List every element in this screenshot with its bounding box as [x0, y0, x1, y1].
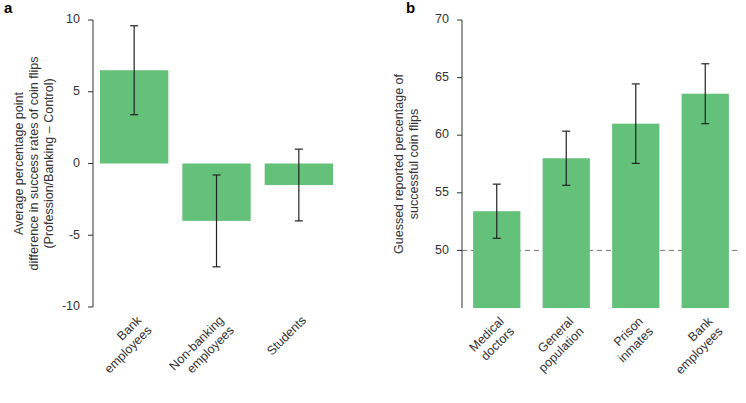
error-cap — [562, 131, 570, 132]
tick — [88, 307, 93, 308]
error-bar — [701, 64, 709, 124]
error-stem — [496, 184, 497, 238]
error-stem — [216, 175, 217, 267]
error-stem — [705, 64, 706, 124]
panel-label: b — [406, 0, 415, 16]
category-label: Generalpopulation — [526, 314, 587, 375]
category-label: Medicaldoctors — [467, 314, 518, 365]
panel: a Average percentage pointdifference in s… — [4, 0, 333, 383]
label-line: inmates — [615, 324, 656, 365]
tick-label: 70 — [435, 12, 449, 26]
tick — [88, 20, 93, 21]
error-bar — [562, 131, 570, 185]
bars — [473, 94, 729, 308]
error-bar — [213, 175, 221, 267]
error-cap — [213, 174, 221, 175]
tick-label: 5 — [73, 84, 80, 98]
bar — [682, 94, 729, 308]
error-bar — [295, 149, 303, 221]
error-bar — [130, 26, 138, 115]
figure: a Average percentage pointdifference in s… — [0, 0, 746, 403]
tick-label: 55 — [435, 185, 449, 199]
error-cap — [130, 114, 138, 115]
label-line: employees — [673, 324, 726, 377]
tick-label: 65 — [435, 70, 449, 84]
error-cap — [213, 266, 221, 267]
label-line: doctors — [478, 324, 517, 363]
axis-label: Guessed reported percentage of — [392, 73, 406, 254]
label-line: population — [536, 324, 587, 375]
tick — [457, 250, 462, 251]
axis-label: (Profession/Banking – Control) — [42, 78, 56, 248]
category-label: Bankemployees — [663, 314, 726, 377]
tick-label: -5 — [69, 228, 80, 242]
tick — [457, 192, 462, 193]
tick-label: -10 — [62, 299, 80, 313]
y-axis — [462, 20, 463, 308]
panel: b Guessed reported percentage ofsuccessfu… — [392, 0, 740, 377]
error-cap — [701, 123, 709, 124]
error-bars — [130, 26, 303, 267]
error-bar — [493, 184, 501, 238]
tick — [457, 135, 462, 136]
error-cap — [493, 184, 501, 185]
category-label: Bankemployees — [92, 313, 155, 376]
error-stem — [298, 149, 299, 221]
error-cap — [493, 238, 501, 239]
error-cap — [562, 185, 570, 186]
error-bar — [632, 84, 640, 163]
error-bars — [493, 64, 710, 239]
axis-label: successful coin flips — [407, 109, 421, 219]
error-cap — [632, 83, 640, 84]
error-cap — [701, 63, 709, 64]
error-cap — [130, 25, 138, 26]
tick-label: 0 — [73, 156, 80, 170]
category-label: Students — [264, 313, 309, 358]
error-cap — [295, 149, 303, 150]
tick-label: 10 — [66, 12, 80, 26]
error-stem — [635, 84, 636, 163]
category-label: Prisoninmates — [605, 314, 656, 365]
label-line: employees — [184, 323, 237, 376]
error-stem — [134, 26, 135, 115]
category-label: Non-bankingemployees — [167, 313, 237, 383]
tick — [88, 235, 93, 236]
tick — [457, 20, 462, 21]
label-line: employees — [102, 323, 155, 376]
axis-label: difference in success rates of coin flip… — [27, 57, 41, 271]
error-stem — [566, 131, 567, 185]
tick — [88, 91, 93, 92]
tick-label: 60 — [435, 127, 449, 141]
tick-label: 50 — [435, 243, 449, 257]
axis-label: Average percentage point — [12, 92, 26, 235]
tick — [88, 163, 93, 164]
tick — [457, 77, 462, 78]
error-cap — [632, 163, 640, 164]
label-line: Students — [264, 313, 309, 358]
panel-label: a — [4, 0, 13, 16]
error-cap — [295, 220, 303, 221]
